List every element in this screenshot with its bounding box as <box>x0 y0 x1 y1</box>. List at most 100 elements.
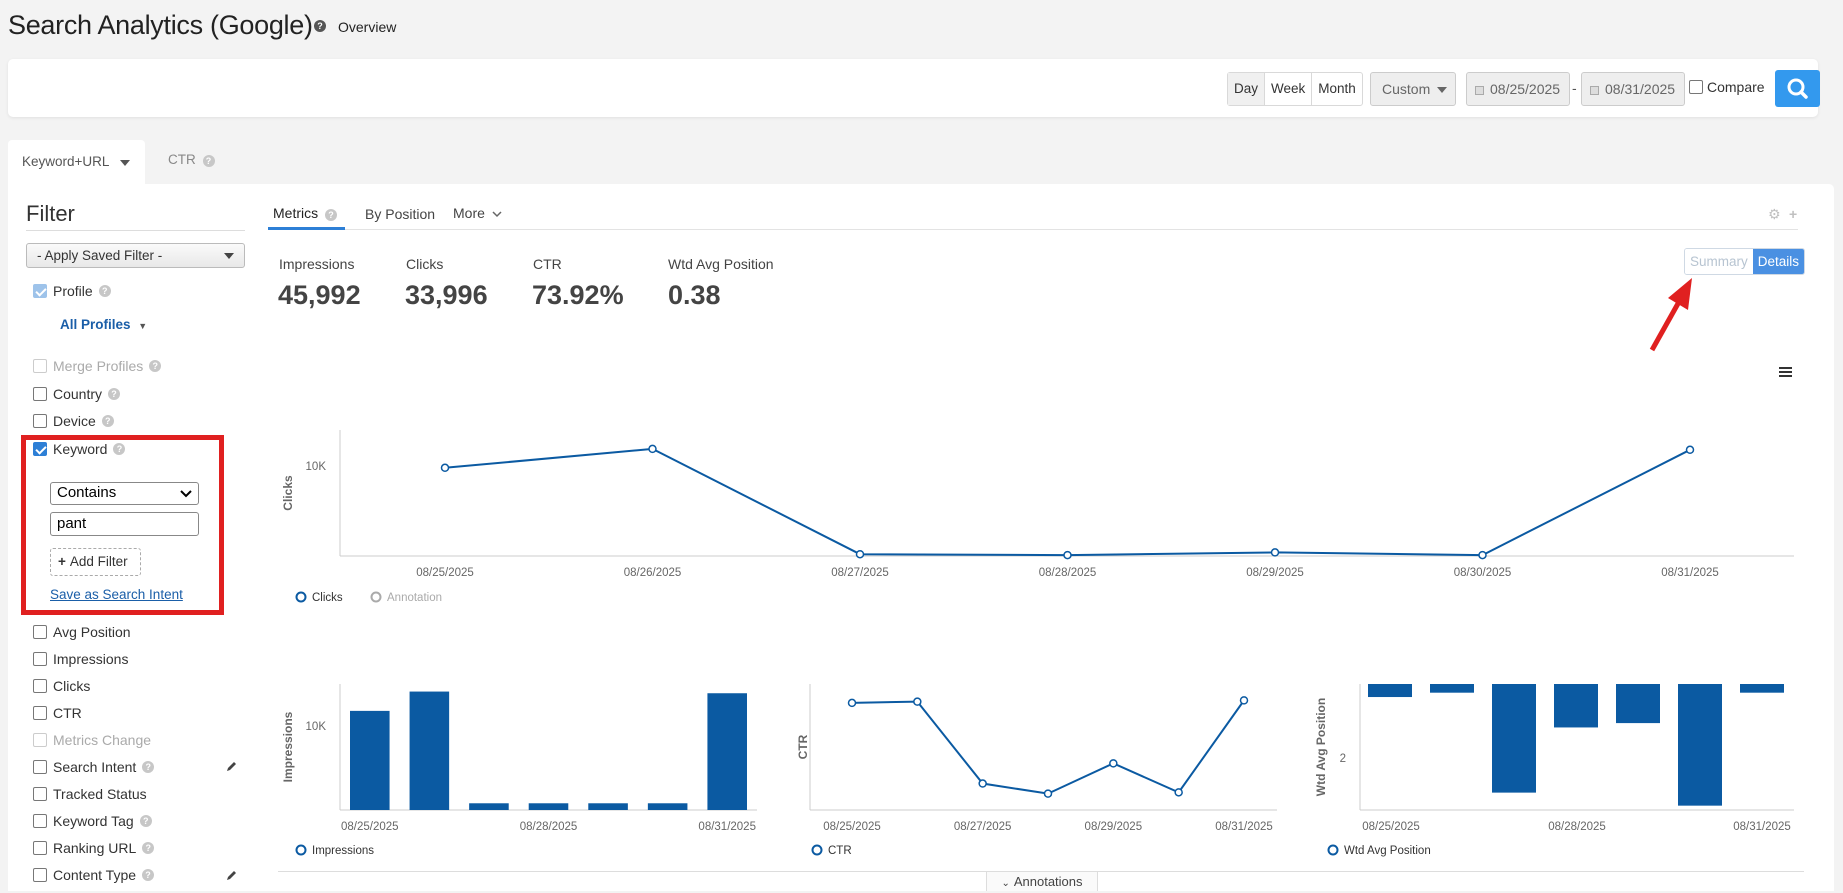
help-icon[interactable]: ? <box>108 388 121 400</box>
search-intent-checkbox[interactable] <box>33 760 47 774</box>
tab-more[interactable]: More <box>453 205 502 221</box>
clicks-checkbox[interactable] <box>33 679 47 693</box>
view-toggle: Summary Details <box>1684 248 1806 275</box>
help-icon[interactable]: ? <box>314 20 326 32</box>
filter-clicks[interactable]: Clicks <box>33 678 90 694</box>
filter-device[interactable]: Device ? <box>33 413 114 429</box>
filter-ranking-url[interactable]: Ranking URL ? <box>33 840 155 856</box>
impressions-bar <box>588 803 628 810</box>
help-icon[interactable]: ? <box>142 842 155 854</box>
keyword-operator-value: Contains <box>57 484 117 501</box>
details-button[interactable]: Details <box>1752 249 1805 274</box>
search-button[interactable] <box>1775 70 1820 107</box>
period-day-button[interactable]: Day <box>1228 73 1266 105</box>
filter-search-intent[interactable]: Search Intent ? <box>33 759 155 775</box>
tab-more-label: More <box>453 205 485 221</box>
help-icon[interactable]: ? <box>325 209 338 221</box>
filter-metrics-change[interactable]: Metrics Change <box>33 732 151 748</box>
help-icon[interactable]: ? <box>101 415 114 427</box>
metrics-change-label: Metrics Change <box>53 732 152 748</box>
keyword-operator-select[interactable]: Contains <box>50 482 199 505</box>
filter-profile[interactable]: Profile ? <box>33 283 111 299</box>
period-month-button[interactable]: Month <box>1318 81 1356 96</box>
ctr-checkbox[interactable] <box>33 706 47 720</box>
avg-position-checkbox[interactable] <box>33 625 47 639</box>
x-tick-label: 08/29/2025 <box>1085 821 1143 833</box>
impressions-bar <box>409 691 450 810</box>
tracked-status-checkbox[interactable] <box>33 787 47 801</box>
date-from-value: 08/25/2025 <box>1490 81 1561 97</box>
plus-icon[interactable]: + <box>1789 206 1798 222</box>
impressions-checkbox[interactable] <box>33 652 47 666</box>
filter-impressions[interactable]: Impressions <box>33 651 128 667</box>
filter-ctr[interactable]: CTR <box>33 705 82 721</box>
country-checkbox[interactable] <box>33 387 47 401</box>
pencil-icon[interactable] <box>226 869 238 881</box>
country-label: Country <box>53 386 103 402</box>
device-checkbox[interactable] <box>33 414 47 428</box>
help-icon[interactable]: ? <box>113 443 126 455</box>
divider <box>268 229 1798 230</box>
content-type-checkbox[interactable] <box>33 868 47 882</box>
compare-checkbox[interactable] <box>1689 80 1703 94</box>
active-tab-indicator <box>268 227 345 230</box>
help-icon[interactable]: ? <box>142 869 155 881</box>
data-point <box>978 779 987 788</box>
range-type-select[interactable]: Custom <box>1370 72 1456 106</box>
impressions-bar <box>350 710 390 810</box>
y-tick-label: 10K <box>306 721 327 733</box>
annotations-toggle[interactable]: ⌄ Annotations <box>986 871 1098 891</box>
tab-metrics[interactable]: Metrics ? <box>273 205 338 221</box>
pencil-icon[interactable] <box>226 760 238 772</box>
avg-position-label: Avg Position <box>53 624 131 640</box>
filter-country[interactable]: Country ? <box>33 386 121 402</box>
search-icon <box>1787 78 1808 99</box>
data-point <box>913 697 922 706</box>
legend-label: CTR <box>828 845 852 857</box>
metrics-change-checkbox[interactable] <box>33 733 47 747</box>
filter-tracked-status[interactable]: Tracked Status <box>33 786 147 802</box>
tab-by-position[interactable]: By Position <box>365 206 436 222</box>
add-filter-button[interactable]: + Add Filter <box>50 548 141 576</box>
x-tick-label: 08/29/2025 <box>1246 567 1304 579</box>
saved-filter-select[interactable]: - Apply Saved Filter - <box>26 243 245 268</box>
legend-marker <box>370 591 382 603</box>
keyword-tag-checkbox[interactable] <box>33 814 47 828</box>
tab-keyword-url[interactable]: Keyword+URL <box>8 140 145 184</box>
filter-merge-profiles[interactable]: Merge Profiles ? <box>33 358 162 374</box>
data-point <box>1174 788 1183 797</box>
save-as-search-intent-link[interactable]: Save as Search Intent <box>50 587 183 602</box>
filter-keyword[interactable]: Keyword ? <box>33 441 126 457</box>
impressions-bar <box>647 803 688 810</box>
overview-link[interactable]: Overview <box>338 19 397 35</box>
help-icon[interactable]: ? <box>142 761 155 773</box>
profile-checkbox[interactable] <box>33 284 47 298</box>
filter-avg-position[interactable]: Avg Position <box>33 624 131 640</box>
help-icon[interactable]: ? <box>139 815 152 827</box>
tab-metrics-label: Metrics <box>273 205 319 221</box>
help-icon[interactable]: ? <box>202 155 215 167</box>
tab-ctr[interactable]: CTR ? <box>168 152 215 167</box>
all-profiles-dropdown[interactable]: All Profiles ▼ <box>60 317 147 332</box>
ranking-url-checkbox[interactable] <box>33 841 47 855</box>
date-from-input[interactable]: 08/25/2025 <box>1466 72 1570 106</box>
period-week-button[interactable]: Week <box>1265 73 1313 105</box>
date-to-input[interactable]: 08/31/2025 <box>1581 72 1685 106</box>
impressions-label: Impressions <box>53 651 129 667</box>
keyword-checkbox[interactable] <box>33 442 47 456</box>
device-label: Device <box>53 413 96 429</box>
chevron-down-icon <box>492 211 502 218</box>
compare-toggle[interactable]: Compare <box>1689 79 1765 95</box>
gear-icon[interactable]: ⚙ <box>1768 206 1781 222</box>
hamburger-menu-icon[interactable] <box>1779 366 1792 378</box>
filter-content-type[interactable]: Content Type ? <box>33 867 155 883</box>
help-icon[interactable]: ? <box>149 360 162 372</box>
x-tick-label: 08/31/2025 <box>1733 821 1791 833</box>
merge-profiles-checkbox[interactable] <box>33 359 47 373</box>
position-bar <box>1616 684 1660 724</box>
filter-keyword-tag[interactable]: Keyword Tag ? <box>33 813 152 829</box>
help-icon[interactable]: ? <box>98 285 111 297</box>
compare-label: Compare <box>1707 79 1765 95</box>
keyword-value-input[interactable]: pant <box>50 512 199 536</box>
summary-button[interactable]: Summary <box>1685 249 1753 274</box>
